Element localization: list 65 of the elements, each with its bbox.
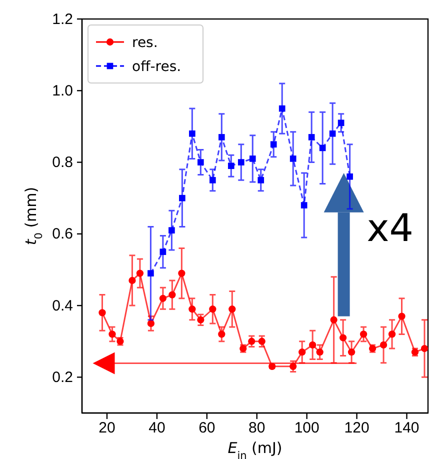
point xyxy=(360,330,368,338)
point xyxy=(128,276,136,284)
point xyxy=(179,194,186,202)
point xyxy=(238,159,244,166)
point xyxy=(108,330,116,338)
point xyxy=(270,141,277,148)
point xyxy=(168,227,175,234)
point xyxy=(388,330,396,338)
legend-label: off-res. xyxy=(132,59,182,75)
point xyxy=(380,341,388,349)
point xyxy=(339,334,347,342)
point xyxy=(300,202,308,208)
point xyxy=(188,306,196,313)
point xyxy=(198,159,204,166)
point xyxy=(420,344,428,352)
x-tick-label: 60 xyxy=(198,420,216,437)
point xyxy=(330,316,338,324)
point xyxy=(209,177,216,184)
point xyxy=(218,330,226,338)
y-tick-label: 0.4 xyxy=(52,297,73,314)
point xyxy=(278,105,286,112)
point xyxy=(348,348,356,356)
point xyxy=(329,130,336,137)
y-tick-label: 1.0 xyxy=(52,82,73,100)
point xyxy=(309,341,316,349)
point xyxy=(249,156,256,162)
point xyxy=(228,306,236,313)
x-tick-label: 40 xyxy=(148,420,166,437)
point xyxy=(197,316,204,324)
y-tick-label: 1.2 xyxy=(52,10,73,28)
point xyxy=(189,130,196,137)
point xyxy=(159,294,167,302)
point xyxy=(346,173,353,180)
point xyxy=(228,162,234,170)
x-tick-label: 120 xyxy=(344,420,370,437)
y-tick-label: 0.2 xyxy=(52,368,73,386)
point xyxy=(147,320,155,328)
point xyxy=(258,177,264,184)
x-axis-title: E$_{in}$ (mJ) xyxy=(228,439,282,459)
point xyxy=(136,270,144,277)
x-tick-label: 80 xyxy=(248,420,266,437)
point xyxy=(148,270,154,276)
y-tick-label: 0.6 xyxy=(52,226,73,243)
point xyxy=(209,306,216,313)
legend-label: res. xyxy=(132,35,158,51)
point xyxy=(319,144,326,152)
x-tick-label: 100 xyxy=(294,420,320,437)
point xyxy=(338,120,344,126)
x-tick-label: 20 xyxy=(98,420,116,437)
point xyxy=(98,309,106,316)
point xyxy=(258,338,266,345)
y-tick-label: 0.8 xyxy=(52,154,73,172)
point xyxy=(398,312,406,320)
point xyxy=(290,156,296,162)
point xyxy=(316,348,324,356)
point xyxy=(168,291,176,298)
point xyxy=(178,270,186,277)
point xyxy=(290,362,297,370)
point xyxy=(160,248,166,255)
annotation: x4 xyxy=(366,206,414,250)
point xyxy=(298,348,306,356)
point xyxy=(308,134,315,140)
x-tick-label: 140 xyxy=(394,420,420,437)
point xyxy=(218,134,225,140)
point xyxy=(248,338,256,345)
